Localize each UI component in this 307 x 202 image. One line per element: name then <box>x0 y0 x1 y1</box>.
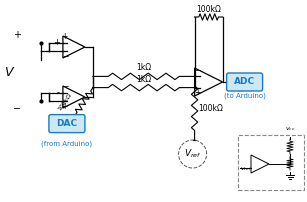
Text: V: V <box>4 65 13 79</box>
Text: $V_{ref}$: $V_{ref}$ <box>184 148 201 160</box>
Text: −: − <box>194 66 200 75</box>
Text: -: - <box>57 88 60 97</box>
Text: DAC: DAC <box>56 119 77 128</box>
Text: 100kΩ: 100kΩ <box>196 5 221 14</box>
Text: +: + <box>194 88 200 97</box>
Text: 100kΩ: 100kΩ <box>199 104 223 113</box>
FancyBboxPatch shape <box>238 135 304 190</box>
Text: (to Arduino): (to Arduino) <box>224 93 266 99</box>
Text: −: − <box>62 52 68 61</box>
Text: +: + <box>62 102 68 111</box>
Text: 1kΩ: 1kΩ <box>136 75 151 84</box>
Text: +: + <box>53 38 60 47</box>
Text: 1kΩ: 1kΩ <box>136 63 151 72</box>
Text: 100kΩ: 100kΩ <box>57 92 73 111</box>
FancyBboxPatch shape <box>227 73 262 91</box>
Text: $v_{ref}$: $v_{ref}$ <box>240 165 252 173</box>
FancyBboxPatch shape <box>49 115 85 133</box>
Text: +: + <box>62 32 68 41</box>
Text: $v_{cc}$: $v_{cc}$ <box>285 125 295 133</box>
Text: −: − <box>13 104 21 114</box>
Text: −: − <box>62 82 68 91</box>
Text: ADC: ADC <box>234 78 255 86</box>
Text: +: + <box>13 30 21 40</box>
Text: (from Arduino): (from Arduino) <box>41 140 92 147</box>
